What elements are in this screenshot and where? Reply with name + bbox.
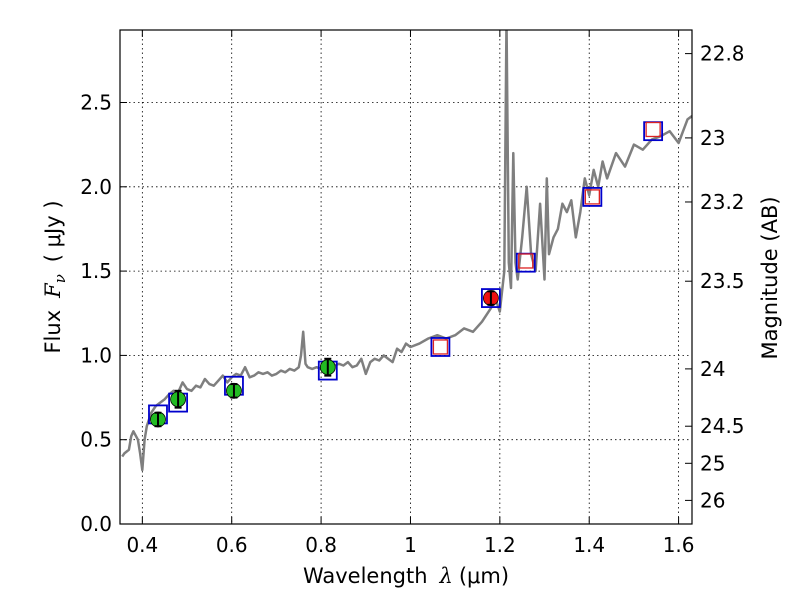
model-photometry-box bbox=[430, 337, 451, 357]
y2-tick-label: 24.5 bbox=[700, 414, 745, 438]
y-axis-label-unit: ( μJy ) bbox=[41, 200, 65, 262]
y2-axis-label: Magnitude (AB) bbox=[758, 196, 782, 359]
y-tick-label: 1.0 bbox=[80, 343, 112, 367]
model-photometry-box bbox=[481, 288, 501, 308]
x-axis-label: Wavelength λ (μm) bbox=[303, 564, 509, 588]
plot-background bbox=[120, 30, 692, 524]
y-tick-label: 2.0 bbox=[80, 175, 112, 199]
observed-open-square bbox=[584, 189, 600, 205]
y2-tick-label: 23.5 bbox=[700, 269, 745, 293]
axis-ticks: 0.4 0.6 0.8 1 1.2 1.4 1.6 0.0 0.5 1.0 1.5 2.0 2.5 22.… bbox=[80, 30, 745, 557]
y2-tick-label: 22.8 bbox=[700, 42, 745, 66]
y-tick-label: 0.5 bbox=[80, 428, 112, 452]
y2-tick-label: 24 bbox=[700, 357, 725, 381]
y-axis-label-symbol: F bbox=[41, 282, 65, 299]
y2-tick-label: 26 bbox=[700, 488, 725, 512]
x-axis-label-unit: (μm) bbox=[459, 564, 509, 588]
x-axis-label-prefix: Wavelength bbox=[303, 564, 428, 588]
x-tick-label: 1 bbox=[404, 533, 417, 557]
observed-open-square bbox=[518, 253, 534, 269]
y-axis-label-prefix: Flux bbox=[41, 310, 65, 354]
x-tick-label: 0.6 bbox=[216, 533, 248, 557]
y-axis-label: Flux Fν ( μJy ) bbox=[41, 200, 69, 353]
x-tick-label: 0.8 bbox=[305, 533, 337, 557]
plot-frame bbox=[119, 29, 693, 525]
y2-tick-label: 23 bbox=[700, 126, 725, 150]
y-tick-label: 1.5 bbox=[80, 259, 112, 283]
sed-model-line bbox=[121, 30, 692, 472]
x-tick-label: 1.6 bbox=[663, 533, 695, 557]
y-tick-label: 0.0 bbox=[80, 512, 112, 536]
y-axis-label-subscript: ν bbox=[51, 274, 69, 283]
observed-open-square bbox=[432, 339, 449, 355]
y2-tick-label: 25 bbox=[700, 451, 725, 475]
y-tick-label: 2.5 bbox=[80, 90, 112, 114]
x-tick-label: 0.4 bbox=[126, 533, 158, 557]
x-tick-label: 1.2 bbox=[484, 533, 516, 557]
x-tick-label: 1.4 bbox=[573, 533, 605, 557]
x-axis-label-symbol: λ bbox=[439, 564, 453, 588]
observed-open-square bbox=[645, 121, 661, 138]
plot-content bbox=[121, 30, 692, 472]
y2-tick-label: 23.2 bbox=[700, 190, 745, 214]
model-photometry-box bbox=[582, 187, 603, 207]
